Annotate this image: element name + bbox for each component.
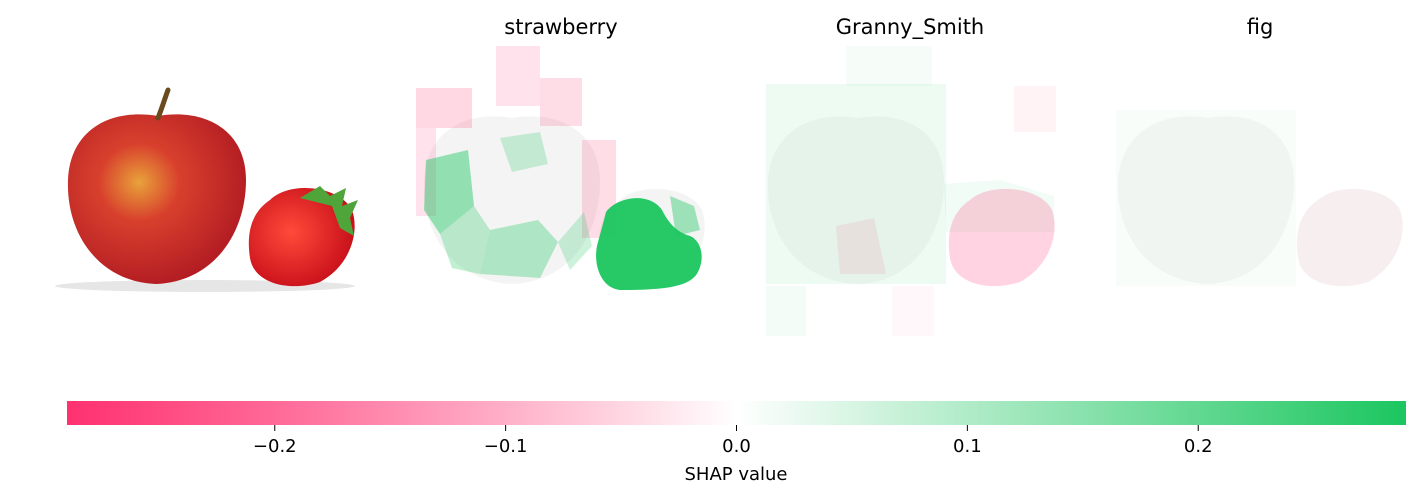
colorbar-tick-label: 0.1 xyxy=(953,436,982,457)
colorbar: −0.2 −0.1 0.0 0.1 0.2 SHAP value xyxy=(67,401,1406,485)
panel-title-3: fig xyxy=(1247,15,1274,39)
panel-title-1: strawberry xyxy=(504,15,617,39)
shap-overlay-granny-smith xyxy=(766,46,1056,336)
shap-overlay-strawberry xyxy=(416,46,705,290)
colorbar-label: SHAP value xyxy=(684,464,787,485)
shap-overlay-fig xyxy=(1117,116,1403,287)
colorbar-tick-label: −0.1 xyxy=(484,436,528,457)
colorbar-tick-label: 0.2 xyxy=(1184,436,1213,457)
original-image xyxy=(55,87,358,292)
colorbar-ticks: −0.2 −0.1 0.0 0.1 0.2 xyxy=(253,425,1213,457)
colorbar-tick-label: −0.2 xyxy=(253,436,297,457)
colorbar-tick-label: 0.0 xyxy=(722,436,751,457)
panel-title-2: Granny_Smith xyxy=(836,15,985,40)
colorbar-gradient xyxy=(67,401,1406,425)
